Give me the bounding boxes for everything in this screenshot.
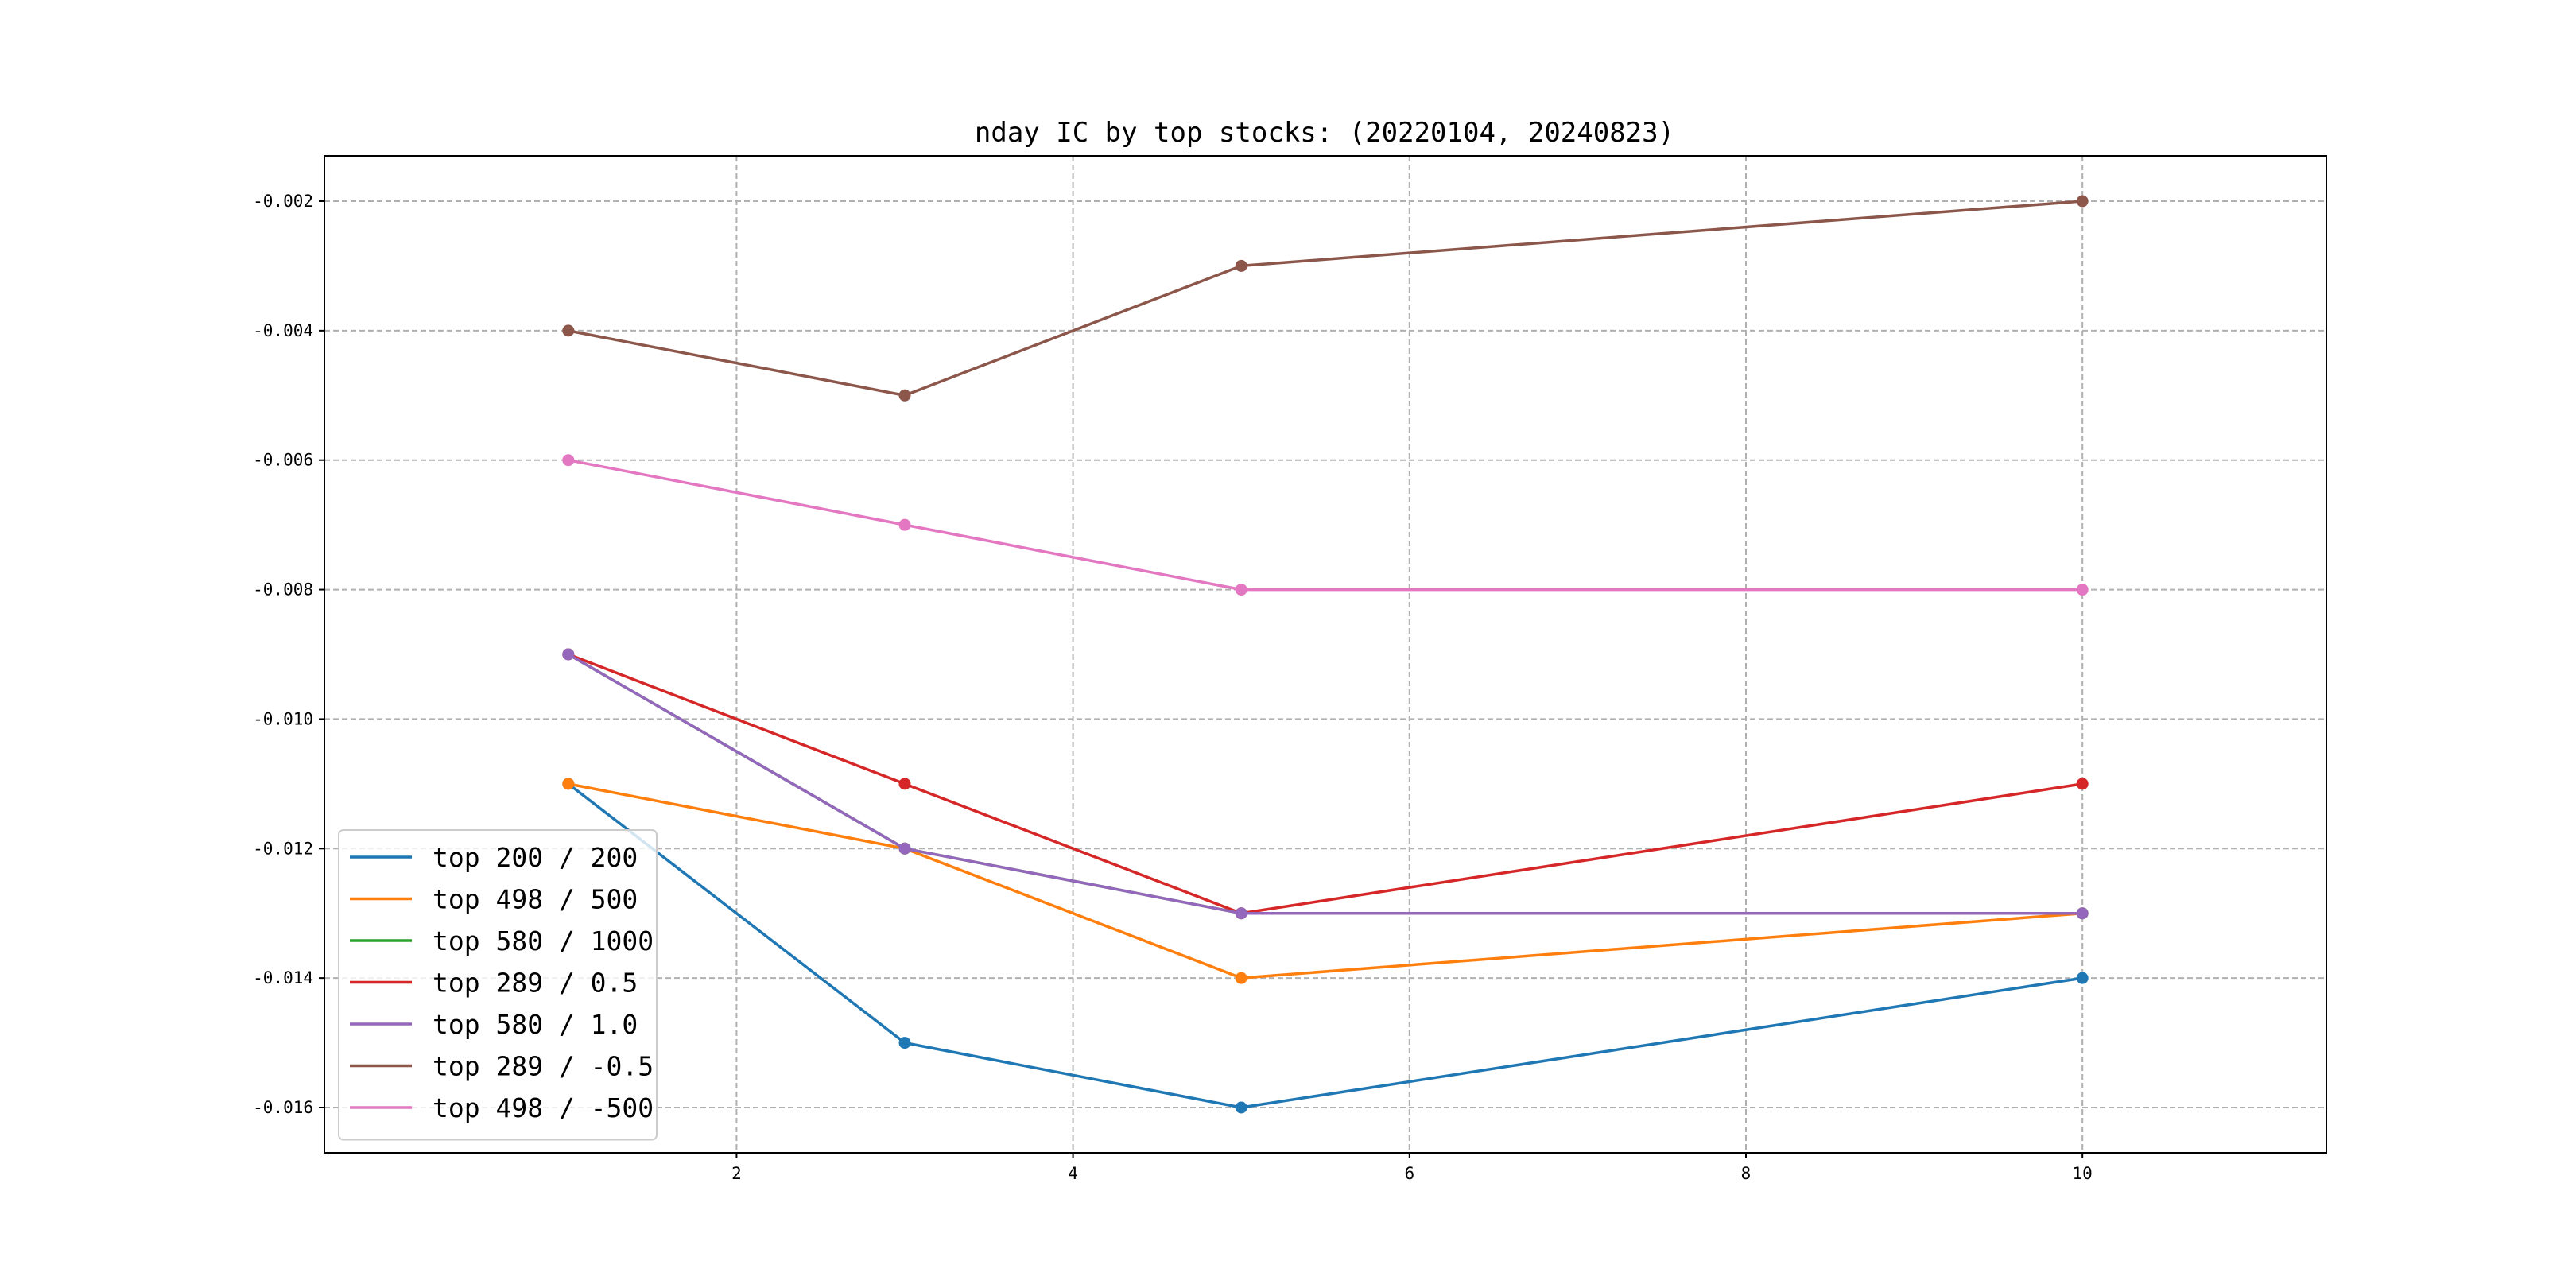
data-point — [2076, 907, 2089, 920]
axis-ticks: 2 4 6 8 10 -0.002 -0.004 -0.006 -0.008 -0.010 -0.0… — [253, 192, 2093, 1183]
x-tick-label: 2 — [731, 1164, 742, 1183]
data-point — [898, 842, 911, 855]
series-7 — [562, 454, 2089, 596]
y-tick-label: -0.010 — [253, 709, 313, 728]
x-tick-label: 8 — [1741, 1164, 1752, 1183]
data-point — [562, 454, 575, 467]
series-line — [567, 782, 2083, 1109]
y-tick-label: -0.014 — [253, 968, 313, 987]
legend: top 200 / 200 top 498 / 500 top 580 / 1000… — [338, 829, 658, 1141]
y-tick-label: -0.012 — [253, 839, 313, 858]
data-point — [2076, 972, 2089, 984]
legend-label: top 498 / -500 — [433, 1092, 654, 1123]
legend-label: top 289 / -0.5 — [433, 1051, 654, 1082]
series-6 — [562, 195, 2089, 402]
x-tick-label: 6 — [1404, 1164, 1414, 1183]
legend-box — [338, 829, 658, 1141]
data-point — [2076, 778, 2089, 790]
plot-area-frame — [324, 155, 2327, 1154]
y-tick-label: -0.006 — [253, 451, 313, 470]
legend-label: top 200 / 200 — [433, 842, 638, 873]
y-tick-label: -0.002 — [253, 192, 313, 211]
x-tick-label: 4 — [1068, 1164, 1078, 1183]
data-point — [898, 518, 911, 531]
data-point — [2076, 195, 2089, 208]
x-tick-label: 10 — [2073, 1164, 2093, 1183]
data-point — [1235, 259, 1247, 272]
legend-label: top 580 / 1.0 — [433, 1009, 638, 1040]
legend-label: top 498 / 500 — [433, 884, 638, 915]
data-point — [1235, 972, 1247, 984]
y-tick-label: -0.008 — [253, 580, 313, 599]
y-tick-label: -0.004 — [253, 321, 313, 340]
data-point — [898, 778, 911, 790]
legend-label: top 289 / 0.5 — [433, 968, 638, 999]
data-point — [562, 648, 575, 661]
data-point — [898, 1037, 911, 1049]
series-line — [567, 653, 2083, 915]
data-point — [1235, 907, 1247, 920]
data-point — [562, 778, 575, 790]
series-line — [568, 458, 2083, 592]
series-line — [568, 200, 2083, 398]
series-lines — [562, 195, 2089, 1114]
data-point — [898, 389, 911, 402]
y-tick-label: -0.016 — [253, 1098, 313, 1117]
series-5 — [562, 648, 2089, 920]
data-point — [562, 324, 575, 337]
legend-label: top 580 / 1000 — [433, 925, 654, 956]
data-point — [2076, 584, 2089, 596]
series-line — [568, 782, 2083, 980]
grid-lines — [324, 156, 2326, 1153]
series-line — [568, 653, 2083, 915]
chart-title: nday IC by top stocks: (20220104, 202408… — [975, 117, 1674, 149]
data-point — [1235, 584, 1247, 596]
data-point — [1235, 1101, 1247, 1114]
